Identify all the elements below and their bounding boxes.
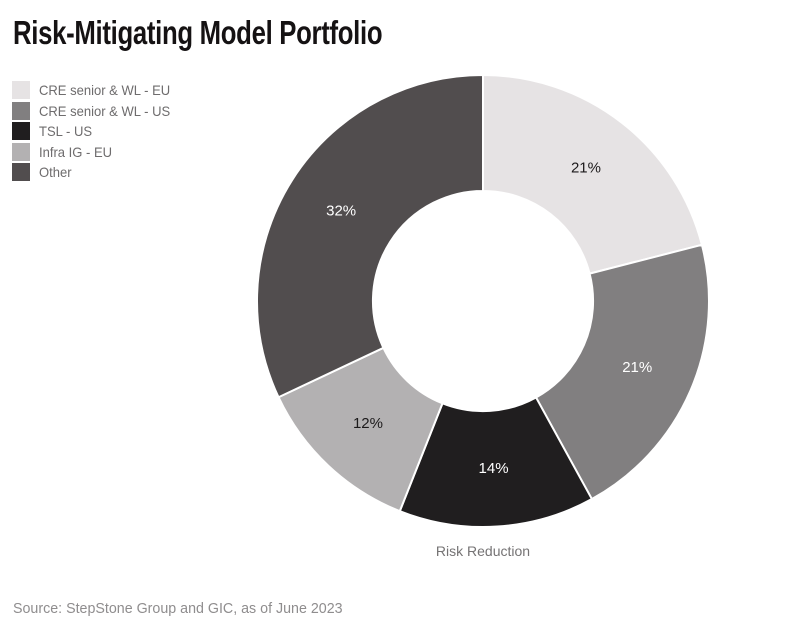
donut-segment — [482, 73, 704, 275]
legend-swatch — [12, 81, 30, 99]
segment-value-label: 32% — [326, 202, 356, 219]
legend-label: CRE senior & WL - EU — [39, 82, 171, 98]
chart-title: Risk-Mitigating Model Portfolio — [13, 14, 383, 51]
legend-item: TSL - US — [12, 122, 180, 140]
segment-value-label: 14% — [479, 460, 509, 477]
legend-item: Infra IG - EU — [12, 142, 180, 161]
source-note: Source: StepStone Group and GIC, as of J… — [13, 600, 343, 617]
legend-item: CRE senior & WL - EU — [12, 81, 180, 99]
segment-value-label: 12% — [353, 415, 383, 432]
legend-swatch — [12, 142, 30, 161]
segment-value-label: 21% — [571, 160, 601, 177]
legend-swatch — [12, 122, 30, 140]
legend-label: Infra IG - EU — [39, 143, 113, 160]
legend-item: Other — [12, 163, 180, 181]
legend-swatch — [12, 163, 30, 181]
legend-label: TSL - US — [39, 123, 93, 139]
segment-value-label: 21% — [622, 359, 652, 376]
donut-segment — [534, 243, 710, 501]
legend-label: CRE senior & WL - US — [39, 102, 171, 119]
donut-segment — [256, 73, 484, 399]
legend-swatch — [12, 101, 30, 120]
legend-label: Other — [39, 164, 72, 180]
category-label: Risk Reduction — [435, 543, 531, 559]
legend: CRE senior & WL - EU CRE senior & WL - US… — [12, 81, 180, 181]
legend-item: CRE senior & WL - US — [12, 101, 180, 120]
